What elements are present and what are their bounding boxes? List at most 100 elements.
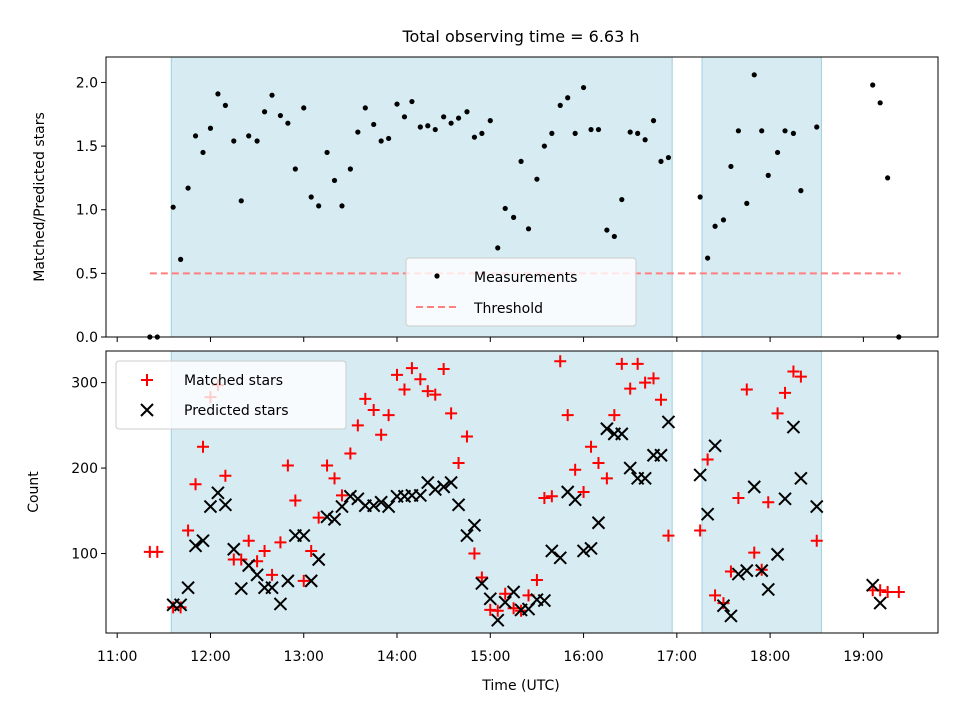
- predicted-star-point: [173, 598, 188, 612]
- measurement-point: [301, 105, 307, 111]
- legend-measurements-label: Measurements: [474, 270, 577, 286]
- predicted-star-point: [873, 596, 887, 610]
- top-y-tick-label: 0.5: [76, 266, 98, 282]
- bottom-y-tick-label: 200: [71, 461, 98, 477]
- predicted-star-point: [623, 461, 637, 475]
- measurement-point: [269, 92, 275, 98]
- predicted-star-point: [584, 541, 598, 556]
- predicted-star-point: [638, 471, 652, 486]
- matched-star-point: [554, 355, 567, 368]
- matched-star-point: [662, 529, 675, 542]
- bottom-legend-box: [115, 360, 347, 430]
- measurement-point: [277, 112, 284, 119]
- matched-star-point: [624, 382, 637, 395]
- predicted-star-point: [755, 563, 769, 578]
- x-tick-label: 12:00: [190, 649, 230, 665]
- measurement-point: [192, 133, 199, 139]
- predicted-star-point: [265, 581, 279, 595]
- predicted-star-point: [273, 597, 288, 611]
- predicted-star-point: [234, 581, 248, 596]
- measurement-point: [417, 124, 423, 130]
- measurement-point: [798, 188, 804, 194]
- legend-matched-marker: [141, 374, 153, 386]
- matched-star-point: [382, 409, 395, 422]
- measurement-point: [735, 128, 741, 134]
- measurement-point: [595, 126, 602, 133]
- predicted-star-point: [491, 613, 505, 627]
- bottom-y-tick-label: 100: [71, 547, 98, 563]
- predicted-star-point: [770, 547, 785, 562]
- measurement-point: [697, 194, 703, 200]
- x-tick-label: 11:00: [97, 649, 137, 665]
- matched-star-point: [709, 589, 722, 602]
- x-tick-label: 15:00: [470, 649, 510, 665]
- x-tick-label: 14:00: [377, 649, 417, 665]
- observing-window-1: [701, 350, 822, 634]
- measurement-point: [759, 128, 765, 134]
- predicted-star-point: [810, 499, 824, 514]
- matched-star-point: [437, 362, 450, 375]
- predicted-star-point: [600, 422, 614, 436]
- predicted-star-point: [320, 510, 334, 524]
- predicted-star-point: [196, 534, 210, 548]
- predicted-star-point: [188, 539, 203, 553]
- measurement-point: [425, 123, 431, 129]
- legend-matched-label: Matched stars: [184, 373, 283, 389]
- measurement-point: [170, 204, 176, 210]
- predicted-star-point: [460, 528, 474, 543]
- matched-star-point: [810, 534, 823, 547]
- matched-star-point: [740, 383, 753, 396]
- matched-star-point: [398, 383, 411, 396]
- predicted-star-point: [537, 593, 552, 608]
- matched-star-point: [892, 585, 905, 598]
- measurement-point: [409, 98, 415, 105]
- matched-star-point: [289, 494, 302, 507]
- matched-star-point: [266, 568, 279, 581]
- matched-star-point: [414, 373, 427, 386]
- matched-star-point: [258, 544, 271, 557]
- measurement-point: [744, 200, 750, 206]
- predicted-star-point: [553, 551, 567, 565]
- measurement-point: [292, 166, 298, 172]
- measurement-point: [261, 109, 268, 115]
- matched-star-point: [235, 553, 248, 566]
- measurement-point: [885, 175, 891, 181]
- measurement-point: [178, 256, 184, 262]
- measurement-point: [448, 120, 454, 126]
- predicted-star-point: [568, 492, 582, 507]
- measurement-point: [790, 130, 797, 136]
- predicted-star-point: [693, 468, 707, 482]
- measurement-point: [502, 205, 508, 212]
- matched-star-point: [297, 574, 310, 587]
- top-legend: Measurements Threshold: [405, 257, 637, 327]
- top-legend-box: [405, 257, 637, 327]
- measurement-point: [238, 198, 244, 204]
- measurement-point: [362, 105, 368, 111]
- bottom-legend: Matched stars Predicted stars: [115, 360, 347, 430]
- matched-star-point: [335, 489, 348, 502]
- measurement-point: [525, 226, 532, 232]
- x-tick-label: 18:00: [750, 649, 790, 665]
- matched-star-point: [615, 357, 628, 370]
- measurement-point: [565, 95, 571, 101]
- measurement-point: [347, 166, 353, 172]
- matched-star-point: [429, 388, 442, 401]
- matched-star-point: [794, 370, 807, 383]
- matched-star-point: [445, 407, 458, 420]
- predicted-star-point: [218, 498, 233, 512]
- measurement-point: [324, 149, 330, 156]
- matched-star-point: [647, 372, 660, 385]
- measurement-point: [200, 149, 206, 156]
- matched-star-point: [561, 409, 574, 422]
- matched-star-point: [771, 407, 784, 420]
- bottom-panel: 100 200 300 11:00 12:00 13:00 14:00 15:00 16:00…: [26, 350, 939, 694]
- matched-star-point: [538, 491, 551, 504]
- matched-star-point: [569, 463, 582, 476]
- x-tick-label: 13:00: [284, 649, 324, 665]
- predicted-star-point: [227, 542, 241, 556]
- matched-star-point: [468, 547, 481, 560]
- matched-star-point: [189, 478, 202, 491]
- measurement-point: [774, 149, 781, 156]
- matched-star-point: [639, 376, 652, 389]
- predicted-star-point: [343, 489, 358, 503]
